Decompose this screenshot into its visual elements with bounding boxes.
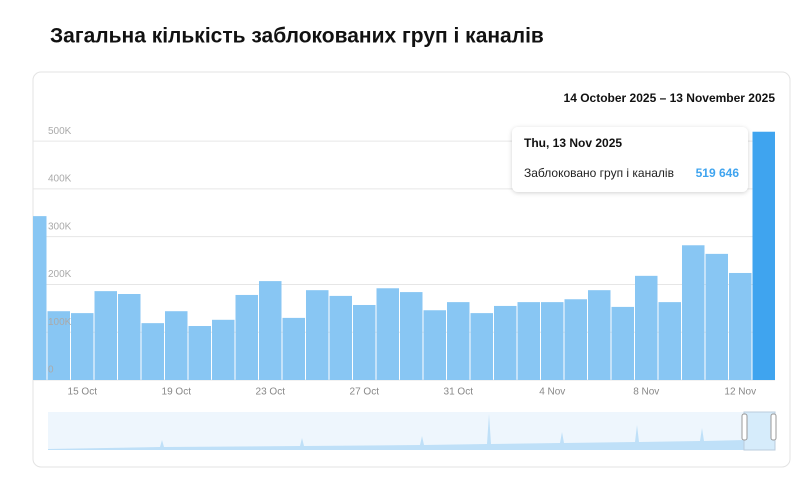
- x-tick-label: 15 Oct: [68, 387, 98, 398]
- x-tick-label: 12 Nov: [724, 387, 756, 398]
- bar: [118, 294, 141, 380]
- y-tick-label: 500K: [48, 126, 72, 137]
- bar: [517, 302, 540, 380]
- bar: [306, 290, 329, 380]
- bar: [353, 304, 376, 380]
- bar: [588, 290, 611, 380]
- navigator[interactable]: [48, 411, 777, 451]
- bar: [635, 275, 658, 380]
- bar: [729, 272, 752, 380]
- bar: [235, 294, 258, 380]
- bar: [188, 326, 211, 380]
- x-tick-label: 23 Oct: [256, 387, 286, 398]
- x-tick-label: 8 Nov: [633, 387, 659, 398]
- bar: [541, 302, 564, 380]
- bar: [376, 288, 399, 380]
- bar: [282, 317, 305, 380]
- tooltip-series: Заблоковано груп і каналів: [524, 166, 674, 180]
- date-range[interactable]: 14 October 2025 – 13 November 2025: [564, 91, 776, 105]
- bar: [165, 311, 188, 380]
- y-tick-label: 0: [48, 365, 54, 376]
- tooltip-date: Thu, 13 Nov 2025: [524, 136, 622, 150]
- bar: [752, 131, 775, 380]
- y-tick-label: 300K: [48, 221, 72, 232]
- bar: [71, 313, 94, 380]
- navigator-series: [48, 414, 775, 450]
- bar: [94, 291, 117, 380]
- x-tick-label: 27 Oct: [350, 387, 380, 398]
- bar: [212, 319, 235, 380]
- tooltip-value: 519 646: [696, 166, 740, 180]
- bar: [423, 310, 446, 380]
- x-tick-label: 19 Oct: [162, 387, 192, 398]
- bar: [705, 253, 728, 380]
- y-tick-label: 200K: [48, 269, 72, 280]
- bar: [141, 323, 164, 380]
- bar: [33, 216, 47, 380]
- navigator-window[interactable]: [743, 411, 776, 451]
- bar: [329, 295, 352, 380]
- tooltip: [512, 127, 748, 192]
- x-tick-label: 4 Nov: [539, 387, 565, 398]
- x-tick-label: 31 Oct: [444, 387, 474, 398]
- chart-title: Загальна кількість заблокованих груп і к…: [50, 25, 544, 48]
- bar: [564, 299, 587, 380]
- bar: [47, 311, 70, 380]
- bar: [447, 302, 470, 380]
- y-tick-label: 100K: [48, 317, 72, 328]
- bar: [611, 306, 634, 380]
- bar: [682, 245, 705, 380]
- bar: [658, 302, 681, 380]
- navigator-handle[interactable]: [770, 413, 777, 441]
- tooltip-box: [512, 127, 748, 192]
- bar: [259, 281, 282, 380]
- bar: [470, 313, 493, 380]
- bar: [494, 305, 517, 380]
- navigator-handle[interactable]: [741, 413, 748, 441]
- y-tick-label: 400K: [48, 174, 72, 185]
- bar: [400, 292, 423, 380]
